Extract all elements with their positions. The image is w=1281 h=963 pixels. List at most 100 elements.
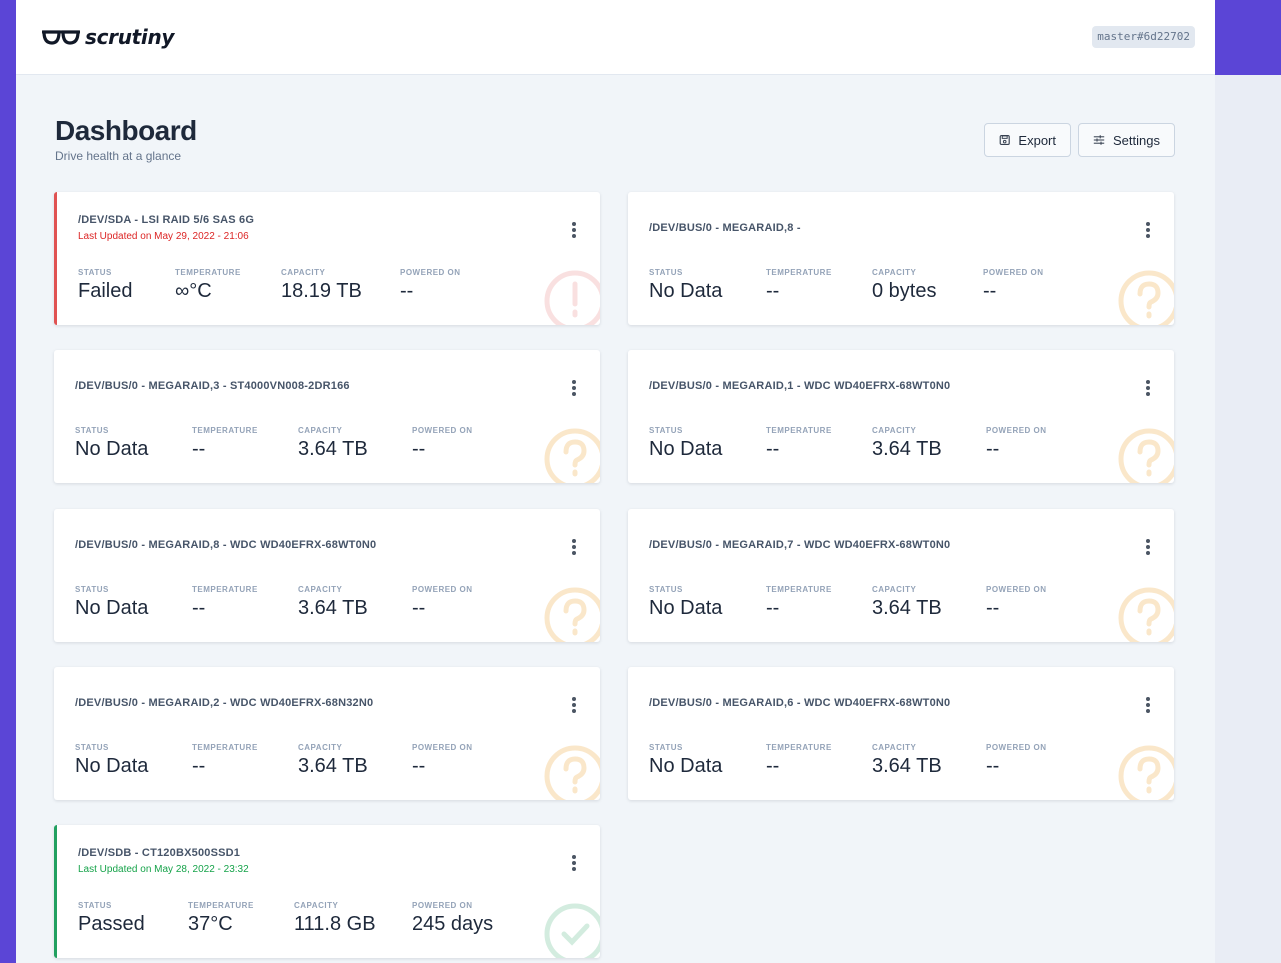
drive-card[interactable]: /DEV/BUS/0 - MEGARAID,7 - WDC WD40EFRX-6… bbox=[628, 509, 1174, 642]
status-value: No Data bbox=[649, 438, 723, 460]
capacity-label: CAPACITY bbox=[298, 426, 343, 435]
settings-label: Settings bbox=[1113, 132, 1160, 148]
status-value: No Data bbox=[75, 755, 149, 777]
more-options-icon[interactable] bbox=[570, 222, 578, 238]
powered-on-stat: POWERED ON -- bbox=[986, 426, 1047, 461]
capacity-stat: CAPACITY 111.8 GB bbox=[294, 901, 376, 936]
temperature-value: -- bbox=[766, 755, 780, 777]
more-options-icon[interactable] bbox=[570, 380, 578, 396]
powered-on-stat: POWERED ON -- bbox=[412, 585, 473, 620]
powered-on-label: POWERED ON bbox=[412, 743, 473, 752]
status-value: No Data bbox=[649, 597, 723, 619]
status-label: STATUS bbox=[78, 901, 112, 910]
temperature-stat: TEMPERATURE -- bbox=[766, 268, 832, 303]
powered-on-label: POWERED ON bbox=[400, 268, 461, 277]
powered-on-stat: POWERED ON -- bbox=[986, 585, 1047, 620]
status-stat: STATUS No Data bbox=[75, 426, 148, 461]
capacity-label: CAPACITY bbox=[872, 426, 917, 435]
drive-title[interactable]: /DEV/BUS/0 - MEGARAID,3 - ST4000VN008-2D… bbox=[75, 380, 350, 392]
powered-on-value: -- bbox=[412, 438, 426, 460]
export-button[interactable]: Export bbox=[984, 123, 1071, 157]
drive-title[interactable]: /DEV/SDB - CT120BX500SSD1 bbox=[78, 847, 241, 859]
temperature-value: -- bbox=[192, 438, 206, 460]
powered-on-label: POWERED ON bbox=[412, 426, 473, 435]
powered-on-label: POWERED ON bbox=[412, 901, 473, 910]
status-stat: STATUS No Data bbox=[75, 743, 148, 778]
powered-on-value: -- bbox=[412, 597, 426, 619]
powered-on-stat: POWERED ON -- bbox=[412, 743, 473, 778]
question-icon bbox=[544, 587, 600, 642]
temperature-stat: TEMPERATURE ∞°C bbox=[175, 268, 241, 303]
drive-title[interactable]: /DEV/BUS/0 - MEGARAID,1 - WDC WD40EFRX-6… bbox=[649, 380, 951, 392]
logo[interactable]: scrutiny bbox=[41, 22, 174, 52]
more-options-icon[interactable] bbox=[570, 539, 578, 555]
save-icon bbox=[999, 134, 1010, 146]
status-label: STATUS bbox=[75, 743, 109, 752]
status-stat: STATUS No Data bbox=[75, 585, 148, 620]
drive-card[interactable]: /DEV/BUS/0 - MEGARAID,8 - WDC WD40EFRX-6… bbox=[54, 509, 600, 642]
temperature-label: TEMPERATURE bbox=[175, 268, 241, 277]
capacity-stat: CAPACITY 0 bytes bbox=[872, 268, 936, 303]
capacity-label: CAPACITY bbox=[298, 585, 343, 594]
temperature-stat: TEMPERATURE -- bbox=[192, 426, 258, 461]
drive-card[interactable]: /DEV/BUS/0 - MEGARAID,8 - STATUS No Data TE… bbox=[628, 192, 1174, 325]
powered-on-value: 245 days bbox=[412, 913, 494, 935]
status-label: STATUS bbox=[75, 426, 109, 435]
temperature-label: TEMPERATURE bbox=[766, 268, 832, 277]
drive-title[interactable]: /DEV/BUS/0 - MEGARAID,7 - WDC WD40EFRX-6… bbox=[649, 539, 951, 551]
temperature-value: -- bbox=[766, 280, 780, 302]
temperature-label: TEMPERATURE bbox=[192, 743, 258, 752]
capacity-value: 3.64 TB bbox=[872, 438, 942, 460]
capacity-stat: CAPACITY 3.64 TB bbox=[298, 426, 368, 461]
question-icon bbox=[1118, 587, 1174, 642]
more-options-icon[interactable] bbox=[1144, 697, 1152, 713]
drive-card[interactable]: /DEV/BUS/0 - MEGARAID,6 - WDC WD40EFRX-6… bbox=[628, 667, 1174, 800]
capacity-value: 3.64 TB bbox=[298, 597, 368, 619]
status-stat: STATUS No Data bbox=[649, 585, 722, 620]
capacity-label: CAPACITY bbox=[298, 743, 343, 752]
more-options-icon[interactable] bbox=[1144, 380, 1152, 396]
temperature-label: TEMPERATURE bbox=[766, 743, 832, 752]
capacity-stat: CAPACITY 18.19 TB bbox=[281, 268, 362, 303]
temperature-value: 37°C bbox=[188, 913, 233, 935]
more-options-icon[interactable] bbox=[1144, 539, 1152, 555]
drive-card[interactable]: /DEV/SDA - LSI RAID 5/6 SAS 6G Last Updat… bbox=[54, 192, 600, 325]
temperature-stat: TEMPERATURE -- bbox=[766, 426, 832, 461]
capacity-value: 0 bytes bbox=[872, 280, 937, 302]
powered-on-value: -- bbox=[983, 280, 997, 302]
powered-on-stat: POWERED ON -- bbox=[400, 268, 461, 303]
status-label: STATUS bbox=[649, 426, 683, 435]
temperature-label: TEMPERATURE bbox=[766, 426, 832, 435]
temperature-stat: TEMPERATURE -- bbox=[192, 585, 258, 620]
powered-on-label: POWERED ON bbox=[983, 268, 1044, 277]
status-label: STATUS bbox=[75, 585, 109, 594]
drive-title[interactable]: /DEV/BUS/0 - MEGARAID,8 - bbox=[649, 222, 801, 234]
drive-card[interactable]: /DEV/BUS/0 - MEGARAID,1 - WDC WD40EFRX-6… bbox=[628, 350, 1174, 483]
capacity-stat: CAPACITY 3.64 TB bbox=[298, 743, 368, 778]
drive-title[interactable]: /DEV/BUS/0 - MEGARAID,8 - WDC WD40EFRX-6… bbox=[75, 539, 377, 551]
temperature-label: TEMPERATURE bbox=[192, 585, 258, 594]
export-label: Export bbox=[1018, 132, 1056, 148]
more-options-icon[interactable] bbox=[570, 855, 578, 871]
drive-card[interactable]: /DEV/BUS/0 - MEGARAID,2 - WDC WD40EFRX-6… bbox=[54, 667, 600, 800]
powered-on-stat: POWERED ON -- bbox=[412, 426, 473, 461]
drive-card[interactable]: /DEV/SDB - CT120BX500SSD1 Last Updated on… bbox=[54, 825, 600, 958]
settings-button[interactable]: Settings bbox=[1078, 123, 1175, 157]
page-subtitle: Drive health at a glance bbox=[55, 149, 182, 163]
last-updated: Last Updated on May 28, 2022 - 23:32 bbox=[78, 864, 249, 875]
capacity-label: CAPACITY bbox=[294, 901, 339, 910]
page-gutter bbox=[1215, 75, 1281, 963]
drive-card[interactable]: /DEV/BUS/0 - MEGARAID,3 - ST4000VN008-2D… bbox=[54, 350, 600, 483]
temperature-label: TEMPERATURE bbox=[766, 585, 832, 594]
drive-title[interactable]: /DEV/BUS/0 - MEGARAID,2 - WDC WD40EFRX-6… bbox=[75, 697, 374, 709]
status-stat: STATUS Failed bbox=[78, 268, 132, 303]
drive-title[interactable]: /DEV/SDA - LSI RAID 5/6 SAS 6G bbox=[78, 214, 255, 226]
capacity-label: CAPACITY bbox=[872, 585, 917, 594]
powered-on-stat: POWERED ON -- bbox=[983, 268, 1044, 303]
logo-text: scrutiny bbox=[85, 25, 175, 49]
status-value: No Data bbox=[649, 280, 723, 302]
drive-title[interactable]: /DEV/BUS/0 - MEGARAID,6 - WDC WD40EFRX-6… bbox=[649, 697, 951, 709]
more-options-icon[interactable] bbox=[570, 697, 578, 713]
more-options-icon[interactable] bbox=[1144, 222, 1152, 238]
temperature-value: ∞°C bbox=[175, 280, 212, 302]
